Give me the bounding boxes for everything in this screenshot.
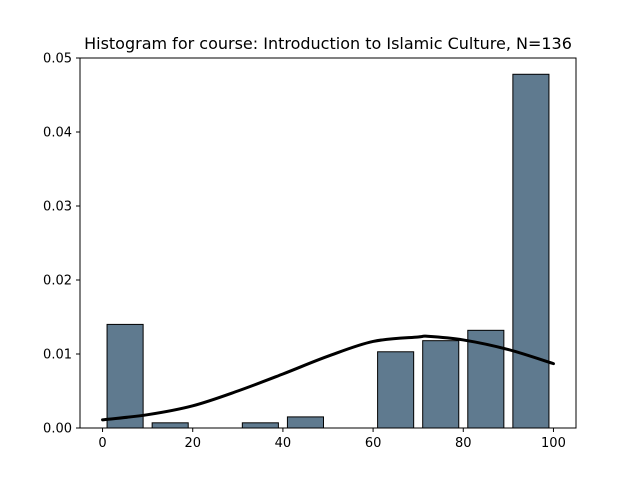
x-tick-label-60: 60 [365,436,382,451]
y-tick-label-5: 0.05 [43,52,72,67]
chart-title: Histogram for course: Introduction to Is… [84,34,572,53]
x-axis: 0 20 40 60 80 100 [98,428,566,451]
x-tick-label-80: 80 [455,436,472,451]
bars-layer [106,73,550,429]
y-axis: 0.00 0.01 0.02 0.03 0.04 0.05 [43,52,80,437]
y-tick-label-2: 0.02 [43,274,72,289]
density-curve [101,334,555,422]
x-tick-label-0: 0 [98,436,106,451]
y-tick-label-1: 0.01 [43,348,72,363]
x-tick-label-40: 40 [275,436,292,451]
x-tick-label-20: 20 [184,436,201,451]
histogram-bar-3 [241,422,279,429]
x-tick-label-100: 100 [541,436,566,451]
histogram-bar-6 [377,351,415,429]
axes-frame [79,57,577,429]
histogram-bar-1 [151,422,189,429]
histogram-bar-4 [286,416,324,429]
histogram-bar-9 [512,73,550,429]
histogram-bar-7 [422,340,460,429]
histogram-bar-0 [106,323,144,429]
curve-layer [101,334,555,422]
y-tick-label-0: 0.00 [43,422,72,437]
y-tick-label-4: 0.04 [43,126,72,141]
y-tick-label-3: 0.03 [43,200,72,215]
